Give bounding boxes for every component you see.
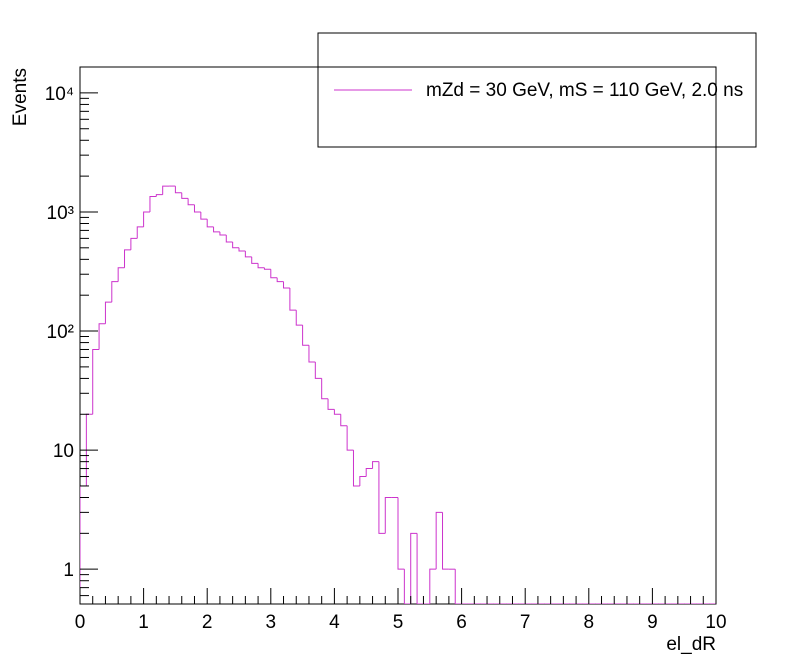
histogram-bin bbox=[314, 361, 322, 379]
legend-label: mZd = 30 GeV, mS = 110 GeV, 2.0 ns bbox=[426, 80, 743, 101]
legend-box bbox=[317, 32, 757, 148]
histogram-bin bbox=[155, 194, 163, 197]
histogram-bin bbox=[149, 195, 157, 212]
histogram-bin bbox=[372, 461, 379, 469]
y-tick-label: 10² bbox=[47, 322, 74, 343]
histogram-bin bbox=[365, 468, 373, 477]
x-axis-label: el_dR bbox=[666, 634, 716, 655]
y-tick-label: 1 bbox=[63, 560, 74, 581]
y-axis-label: Events bbox=[10, 68, 31, 126]
histogram-bin bbox=[80, 485, 87, 604]
x-tick-label: 0 bbox=[75, 612, 86, 633]
histogram-bin bbox=[117, 267, 125, 282]
x-tick-label: 2 bbox=[202, 612, 213, 633]
histogram-bin bbox=[378, 461, 386, 534]
histogram-bin bbox=[397, 497, 405, 570]
histogram-bin bbox=[187, 198, 195, 206]
histogram-bin bbox=[111, 281, 119, 303]
histogram-bin bbox=[136, 226, 144, 239]
histogram-bin bbox=[346, 425, 354, 451]
histogram-bin bbox=[308, 345, 316, 363]
histogram-bin bbox=[429, 568, 437, 604]
x-tick-label: 4 bbox=[329, 612, 340, 633]
histogram-bin bbox=[454, 569, 462, 604]
histogram-bin bbox=[276, 277, 284, 283]
y-tick-label: 10⁴ bbox=[45, 84, 74, 105]
histogram-bin bbox=[213, 226, 220, 233]
histogram-bin bbox=[98, 323, 106, 350]
x-tick-label: 9 bbox=[647, 612, 658, 633]
histogram-bin bbox=[124, 249, 131, 268]
x-tick-label: 10 bbox=[705, 612, 726, 633]
histogram-bin bbox=[162, 185, 170, 195]
histogram-bin bbox=[295, 310, 303, 326]
histogram-bin bbox=[327, 398, 335, 410]
histogram-bin bbox=[193, 204, 201, 213]
histogram-bin bbox=[321, 378, 329, 400]
histogram-bin bbox=[130, 237, 138, 250]
x-tick-label: 1 bbox=[138, 612, 149, 633]
histogram-bin bbox=[289, 287, 297, 311]
y-tick-label: 10 bbox=[53, 441, 74, 462]
plot-area bbox=[80, 185, 716, 604]
x-tick-label: 5 bbox=[393, 612, 404, 633]
histogram-bin bbox=[104, 301, 112, 324]
histogram-bin bbox=[435, 511, 443, 570]
histogram-bin bbox=[416, 533, 424, 604]
histogram-bin bbox=[92, 348, 100, 415]
histogram-bin bbox=[200, 211, 208, 220]
histogram-bin bbox=[403, 569, 411, 604]
x-tick-label: 6 bbox=[456, 612, 467, 633]
histogram-bin bbox=[174, 186, 182, 194]
y-tick-label: 10³ bbox=[47, 203, 74, 224]
histogram-bin bbox=[244, 251, 252, 258]
histogram-bin bbox=[181, 192, 189, 199]
histogram-bin bbox=[219, 231, 227, 236]
histogram-bin bbox=[442, 512, 449, 570]
histogram-bin bbox=[143, 211, 150, 227]
histogram-bin bbox=[238, 247, 246, 252]
histogram-bin bbox=[359, 476, 367, 486]
x-tick-label: 3 bbox=[266, 612, 277, 633]
histogram-bin bbox=[352, 450, 360, 487]
x-tick-label: 8 bbox=[584, 612, 595, 633]
histogram-bin bbox=[270, 269, 278, 279]
histogram-bin bbox=[263, 267, 271, 270]
x-tick-label: 7 bbox=[520, 612, 531, 633]
histogram-bin bbox=[302, 325, 309, 346]
histogram-bin bbox=[340, 414, 348, 427]
histogram-bin bbox=[333, 409, 341, 415]
histogram-bin bbox=[257, 263, 265, 269]
histogram-bin bbox=[384, 496, 392, 534]
histogram-bin bbox=[225, 235, 233, 243]
histogram-bin bbox=[206, 219, 214, 228]
histogram-bin bbox=[232, 241, 239, 249]
histogram-bin bbox=[251, 256, 259, 264]
histogram-bin bbox=[283, 281, 290, 289]
histogram-bin bbox=[410, 532, 418, 604]
